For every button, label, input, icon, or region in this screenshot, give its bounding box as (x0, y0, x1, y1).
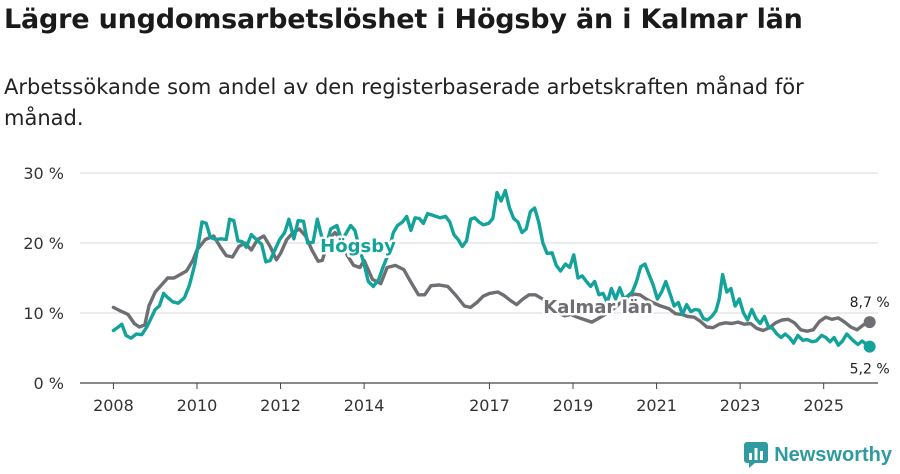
series-endpoint-kalmar-l-n (863, 316, 876, 329)
x-tick-label: 2023 (720, 396, 761, 415)
x-tick-label: 2012 (260, 396, 301, 415)
end-value-label: 5,2 % (850, 362, 890, 378)
x-axis-ticks: 2008 2010 2012 2014 2017 2019 2021 2023 2025 (93, 383, 844, 415)
newsworthy-logo: Newsworthy (744, 442, 892, 468)
chart-subtitle: Arbetssökande som andel av den registerb… (4, 75, 804, 130)
series-line-kalmar-l-n (111, 227, 872, 333)
series-name-label: Högsby (320, 236, 396, 257)
chart-title: Lägre ungdomsarbetslöshet i Högsby än i … (4, 4, 803, 35)
brand-name: Newsworthy (774, 443, 892, 466)
end-value-label: 8,7 % (850, 295, 890, 311)
x-tick-label: 2019 (553, 396, 594, 415)
x-tick-label: 2010 (177, 396, 218, 415)
series-lines (111, 188, 876, 353)
bar-chart-logo-icon (744, 442, 769, 468)
y-tick-label: 30 % (23, 164, 64, 183)
series-labels: 8,7 % 5,2 % Högsby Kalmar län (318, 234, 890, 378)
x-tick-label: 2017 (469, 396, 510, 415)
y-tick-label: 20 % (23, 234, 64, 253)
x-tick-label: 2008 (93, 396, 134, 415)
series-name-label: Kalmar län (543, 297, 652, 318)
series-line-h-gsby (111, 188, 872, 349)
y-tick-label: 0 % (34, 374, 64, 393)
series-endpoint-h-gsby (863, 340, 876, 353)
x-tick-label: 2025 (803, 396, 844, 415)
x-tick-label: 2021 (636, 396, 677, 415)
x-tick-label: 2014 (344, 396, 385, 415)
gridlines (80, 172, 878, 384)
y-tick-label: 10 % (23, 304, 64, 323)
y-axis-ticks: 0 % 10 % 20 % 30 % (23, 164, 64, 393)
